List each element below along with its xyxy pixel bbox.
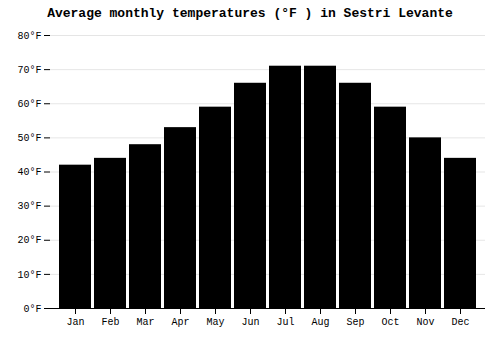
svg-text:Jan: Jan (66, 317, 84, 328)
svg-text:Apr: Apr (171, 317, 189, 328)
html-text:Average monthly temperatures (: Average monthly temperatures (°F ) in Se… (47, 6, 453, 21)
svg-text:50°F: 50°F (17, 133, 41, 144)
svg-text:Mar: Mar (136, 317, 154, 328)
svg-text:80°F: 80°F (17, 31, 41, 42)
svg-text:30°F: 30°F (17, 201, 41, 212)
svg-text:Nov: Nov (416, 317, 434, 328)
svg-text:10°F: 10°F (17, 270, 41, 281)
svg-text:40°F: 40°F (17, 167, 41, 178)
svg-text:Dec: Dec (451, 317, 469, 328)
svg-text:60°F: 60°F (17, 99, 41, 110)
svg-text:Jul: Jul (276, 317, 294, 328)
svg-text:Sep: Sep (346, 317, 364, 328)
svg-text:Oct: Oct (381, 317, 399, 328)
svg-text:Aug: Aug (311, 317, 329, 328)
svg-text:20°F: 20°F (17, 235, 41, 246)
svg-text:Feb: Feb (101, 317, 119, 328)
svg-text:May: May (206, 317, 224, 328)
svg-text:0°F: 0°F (23, 304, 41, 315)
svg-text:Jun: Jun (241, 317, 259, 328)
svg-text:70°F: 70°F (17, 65, 41, 76)
